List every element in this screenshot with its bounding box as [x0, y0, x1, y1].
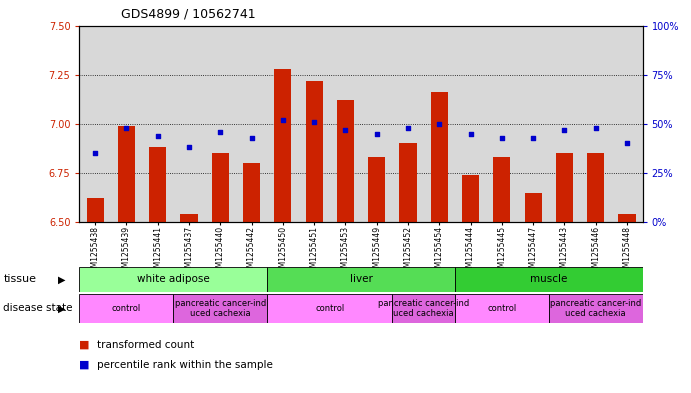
Text: disease state: disease state — [3, 303, 73, 313]
Bar — [549, 294, 643, 323]
Bar — [399, 143, 417, 222]
Bar — [267, 267, 455, 292]
Bar — [455, 294, 549, 323]
Point — [434, 121, 445, 127]
Bar — [337, 100, 354, 222]
Bar — [86, 198, 104, 222]
Text: ▶: ▶ — [58, 303, 66, 313]
Point — [590, 125, 601, 131]
Text: ▶: ▶ — [58, 274, 66, 285]
Text: GDS4899 / 10562741: GDS4899 / 10562741 — [121, 7, 256, 20]
Text: ■: ■ — [79, 340, 90, 350]
Bar — [392, 294, 455, 323]
Bar — [368, 157, 386, 222]
Point — [528, 134, 539, 141]
Bar — [618, 214, 636, 222]
Point — [215, 129, 226, 135]
Text: tissue: tissue — [3, 274, 37, 285]
Text: percentile rank within the sample: percentile rank within the sample — [97, 360, 273, 370]
Bar — [493, 157, 511, 222]
Point — [465, 130, 476, 137]
Text: muscle: muscle — [530, 274, 567, 285]
Text: liver: liver — [350, 274, 372, 285]
Bar — [587, 153, 605, 222]
Point — [183, 144, 194, 151]
Point — [309, 119, 320, 125]
Bar — [117, 126, 135, 222]
Bar — [173, 294, 267, 323]
Bar — [305, 81, 323, 222]
Point — [246, 134, 257, 141]
Point — [90, 150, 101, 156]
Bar — [180, 214, 198, 222]
Point — [152, 132, 163, 139]
Point — [371, 130, 382, 137]
Text: white adipose: white adipose — [137, 274, 209, 285]
Text: control: control — [112, 304, 141, 313]
Text: pancreatic cancer-ind
uced cachexia: pancreatic cancer-ind uced cachexia — [550, 299, 641, 318]
Point — [121, 125, 132, 131]
Point — [340, 127, 351, 133]
Point — [621, 140, 632, 147]
Bar — [556, 153, 573, 222]
Point — [559, 127, 570, 133]
Bar — [267, 294, 392, 323]
Text: control: control — [487, 304, 516, 313]
Bar — [524, 193, 542, 222]
Point — [402, 125, 413, 131]
Bar — [455, 267, 643, 292]
Text: pancreatic cancer-ind
uced cachexia: pancreatic cancer-ind uced cachexia — [378, 299, 469, 318]
Text: control: control — [315, 304, 344, 313]
Bar — [274, 69, 292, 222]
Bar — [79, 267, 267, 292]
Text: ■: ■ — [79, 360, 90, 370]
Bar — [430, 92, 448, 222]
Bar — [243, 163, 260, 222]
Text: transformed count: transformed count — [97, 340, 194, 350]
Bar — [462, 175, 479, 222]
Bar — [211, 153, 229, 222]
Bar — [149, 147, 167, 222]
Point — [496, 134, 507, 141]
Text: pancreatic cancer-ind
uced cachexia: pancreatic cancer-ind uced cachexia — [175, 299, 266, 318]
Point — [277, 117, 288, 123]
Bar — [79, 294, 173, 323]
